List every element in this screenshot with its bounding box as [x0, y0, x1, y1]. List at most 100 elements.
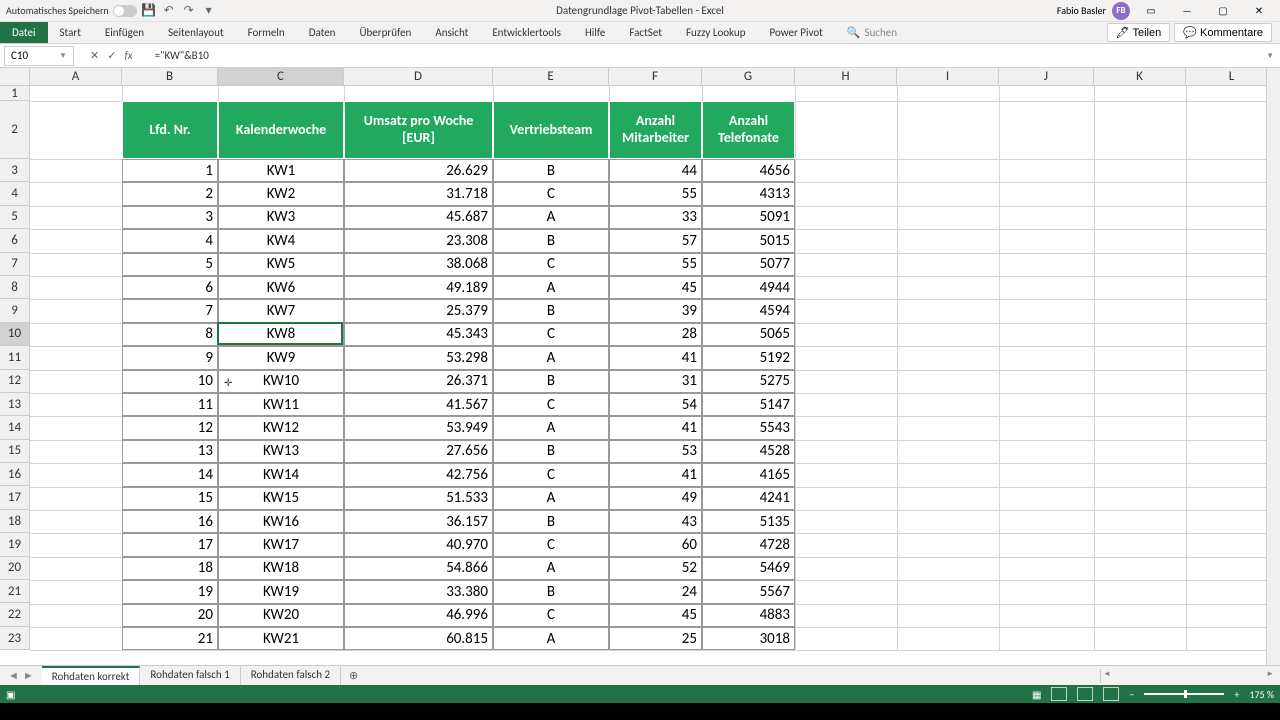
- table-cell[interactable]: 28: [609, 323, 702, 346]
- table-cell[interactable]: A: [493, 627, 609, 650]
- table-cell[interactable]: 49.189: [344, 276, 493, 299]
- dropdown-icon[interactable]: ▼: [59, 51, 67, 61]
- row-header[interactable]: 11: [0, 346, 30, 369]
- table-cell[interactable]: 54: [609, 393, 702, 416]
- table-cell[interactable]: 4165: [702, 463, 795, 486]
- column-header[interactable]: G: [702, 68, 795, 85]
- table-cell[interactable]: 60.815: [344, 627, 493, 650]
- row-header[interactable]: 13: [0, 393, 30, 416]
- table-cell[interactable]: KW2: [218, 182, 344, 205]
- table-cell[interactable]: 55: [609, 253, 702, 276]
- table-cell[interactable]: 1: [122, 159, 218, 182]
- table-cell[interactable]: 6: [122, 276, 218, 299]
- table-cell[interactable]: KW11: [218, 393, 344, 416]
- user-avatar[interactable]: FB: [1112, 2, 1130, 20]
- sheet-tab[interactable]: Rohdaten korrekt: [42, 666, 141, 685]
- table-cell[interactable]: 25.379: [344, 299, 493, 322]
- table-cell[interactable]: 42.756: [344, 463, 493, 486]
- table-cell[interactable]: 12: [122, 416, 218, 439]
- table-cell[interactable]: KW12: [218, 416, 344, 439]
- table-cell[interactable]: 33: [609, 206, 702, 229]
- ribbon-tab[interactable]: Hilfe: [573, 22, 617, 43]
- minimize-button[interactable]: —: [1172, 1, 1202, 21]
- zoom-out-button[interactable]: −: [1129, 688, 1134, 701]
- table-cell[interactable]: 60: [609, 533, 702, 556]
- file-tab[interactable]: Datei: [0, 22, 48, 43]
- table-cell[interactable]: 51.533: [344, 487, 493, 510]
- column-header[interactable]: H: [795, 68, 897, 85]
- table-cell[interactable]: 23.308: [344, 229, 493, 252]
- table-cell[interactable]: 16: [122, 510, 218, 533]
- table-cell[interactable]: 41: [609, 463, 702, 486]
- autosave-toggle[interactable]: Automatisches Speichern: [6, 4, 137, 17]
- row-header[interactable]: 14: [0, 416, 30, 439]
- table-cell[interactable]: 38.068: [344, 253, 493, 276]
- display-settings-icon[interactable]: ▦: [1032, 688, 1041, 701]
- table-cell[interactable]: 5015: [702, 229, 795, 252]
- table-cell[interactable]: KW8: [218, 323, 344, 346]
- table-cell[interactable]: 5543: [702, 416, 795, 439]
- table-cell[interactable]: 5065: [702, 323, 795, 346]
- enter-icon[interactable]: ✓: [107, 49, 116, 62]
- table-cell[interactable]: 18: [122, 557, 218, 580]
- table-cell[interactable]: 7: [122, 299, 218, 322]
- zoom-slider[interactable]: [1144, 693, 1224, 695]
- fx-icon[interactable]: fx: [124, 49, 132, 62]
- table-cell[interactable]: 25: [609, 627, 702, 650]
- table-cell[interactable]: 39: [609, 299, 702, 322]
- table-cell[interactable]: 4594: [702, 299, 795, 322]
- table-cell[interactable]: 2: [122, 182, 218, 205]
- table-cell[interactable]: 5: [122, 253, 218, 276]
- table-cell[interactable]: 5275: [702, 370, 795, 393]
- table-cell[interactable]: 45.343: [344, 323, 493, 346]
- table-cell[interactable]: 36.157: [344, 510, 493, 533]
- name-box[interactable]: C10 ▼: [4, 46, 74, 66]
- table-cell[interactable]: B: [493, 229, 609, 252]
- row-header[interactable]: 5: [0, 206, 30, 229]
- horizontal-scrollbar[interactable]: [1100, 669, 1280, 683]
- table-cell[interactable]: 40.970: [344, 533, 493, 556]
- table-cell[interactable]: 46.996: [344, 604, 493, 627]
- column-header[interactable]: E: [493, 68, 609, 85]
- table-cell[interactable]: KW3: [218, 206, 344, 229]
- table-cell[interactable]: KW20: [218, 604, 344, 627]
- table-cell[interactable]: 3: [122, 206, 218, 229]
- table-cell[interactable]: 49: [609, 487, 702, 510]
- table-cell[interactable]: 45.687: [344, 206, 493, 229]
- table-cell[interactable]: A: [493, 206, 609, 229]
- ribbon-tab[interactable]: FactSet: [617, 22, 674, 43]
- ribbon-tab[interactable]: Fuzzy Lookup: [674, 22, 758, 43]
- sheet-nav-prev-icon[interactable]: ◄: [8, 669, 19, 682]
- table-cell[interactable]: 4944: [702, 276, 795, 299]
- table-cell[interactable]: 13: [122, 440, 218, 463]
- row-header[interactable]: 9: [0, 299, 30, 322]
- table-cell[interactable]: 4313: [702, 182, 795, 205]
- ribbon-tab[interactable]: Start: [48, 22, 93, 43]
- table-cell[interactable]: B: [493, 510, 609, 533]
- table-cell[interactable]: 41: [609, 346, 702, 369]
- row-header[interactable]: 4: [0, 182, 30, 205]
- row-header[interactable]: 22: [0, 603, 30, 626]
- zoom-in-button[interactable]: +: [1234, 688, 1239, 701]
- table-cell[interactable]: B: [493, 299, 609, 322]
- column-header[interactable]: C: [218, 68, 344, 85]
- table-cell[interactable]: KW19: [218, 580, 344, 603]
- table-cell[interactable]: 26.371: [344, 370, 493, 393]
- table-cell[interactable]: 14: [122, 463, 218, 486]
- ribbon-display-icon[interactable]: ▭: [1136, 1, 1166, 21]
- row-header[interactable]: 16: [0, 463, 30, 486]
- table-cell[interactable]: 5192: [702, 346, 795, 369]
- row-header[interactable]: 23: [0, 627, 30, 650]
- table-cell[interactable]: B: [493, 370, 609, 393]
- table-cell[interactable]: 4: [122, 229, 218, 252]
- ribbon-tab[interactable]: Einfügen: [93, 22, 156, 43]
- row-header[interactable]: 21: [0, 580, 30, 603]
- table-cell[interactable]: 8: [122, 323, 218, 346]
- table-cell[interactable]: KW15: [218, 487, 344, 510]
- table-cell[interactable]: 27.656: [344, 440, 493, 463]
- table-cell[interactable]: 45: [609, 276, 702, 299]
- table-cell[interactable]: 15: [122, 487, 218, 510]
- table-cell[interactable]: KW4: [218, 229, 344, 252]
- table-header-cell[interactable]: Vertriebsteam: [493, 101, 609, 159]
- share-button[interactable]: 🖊 Teilen: [1107, 23, 1171, 42]
